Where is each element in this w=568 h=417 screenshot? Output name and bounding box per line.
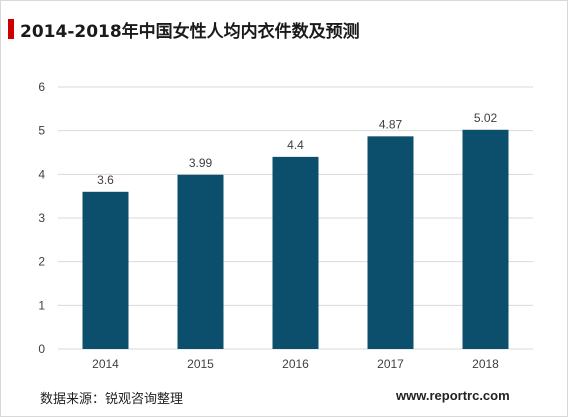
y-axis-ticks: 0 1 2 3 4 5 6 xyxy=(38,80,45,356)
data-label-2017: 4.87 xyxy=(379,117,403,131)
x-tick-label-2014: 2014 xyxy=(92,357,119,371)
bar-2017 xyxy=(367,136,414,349)
y-tick-label: 5 xyxy=(38,124,45,138)
y-tick-label: 3 xyxy=(38,211,45,225)
y-tick-label: 1 xyxy=(38,298,45,312)
x-axis-ticks: 2014 2015 2016 2017 2018 xyxy=(92,357,499,371)
x-tick-label-2015: 2015 xyxy=(187,357,214,371)
title-accent-bar xyxy=(8,19,14,39)
data-labels: 3.6 3.99 4.4 4.87 5.02 xyxy=(97,111,497,187)
data-label-2015: 3.99 xyxy=(189,156,213,170)
y-tick-label: 2 xyxy=(38,255,45,269)
x-tick-label-2018: 2018 xyxy=(472,357,499,371)
data-label-2018: 5.02 xyxy=(474,111,498,125)
chart-title: 2014-2018年中国女性人均内衣件数及预测 xyxy=(20,22,360,42)
data-label-2014: 3.6 xyxy=(97,173,114,187)
y-tick-label: 6 xyxy=(38,80,45,94)
source-note: 数据来源：锐观咨询整理 xyxy=(40,392,184,407)
bars xyxy=(82,129,509,349)
website-label: www.reportrc.com xyxy=(396,388,510,403)
bar-2018 xyxy=(462,129,509,349)
bar-2015 xyxy=(177,174,224,349)
x-tick-label-2017: 2017 xyxy=(377,357,404,371)
x-tick-label-2016: 2016 xyxy=(282,357,309,371)
data-label-2016: 4.4 xyxy=(287,138,304,152)
y-tick-label: 4 xyxy=(38,167,45,181)
y-tick-label: 0 xyxy=(38,342,45,356)
bar-2016 xyxy=(272,156,319,349)
bar-2014 xyxy=(82,191,129,349)
gridlines xyxy=(58,86,533,350)
